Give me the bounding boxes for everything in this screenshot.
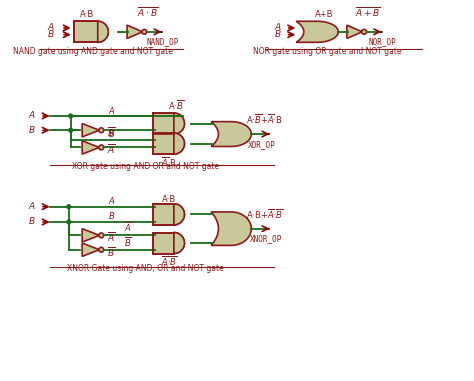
Polygon shape [153, 113, 174, 134]
Text: XOR gate using AND OR and NOT gate: XOR gate using AND OR and NOT gate [72, 162, 219, 171]
Polygon shape [82, 141, 100, 154]
Text: XNOR_OP: XNOR_OP [249, 234, 282, 243]
Text: XOR_OP: XOR_OP [248, 140, 276, 149]
Circle shape [67, 220, 71, 224]
Circle shape [69, 128, 73, 132]
Polygon shape [211, 212, 251, 245]
Text: A·B: A·B [162, 195, 176, 204]
Text: A·B: A·B [80, 10, 94, 19]
Text: NAND_OP: NAND_OP [146, 38, 179, 46]
Circle shape [99, 128, 104, 133]
Text: $\overline{B}$: $\overline{B}$ [107, 125, 115, 139]
Text: B: B [28, 218, 35, 226]
Text: B: B [48, 30, 54, 39]
Polygon shape [82, 243, 100, 256]
Polygon shape [174, 204, 184, 225]
Polygon shape [174, 113, 184, 134]
Text: A·$\overline{B}$+$\overline{A}$·B: A·$\overline{B}$+$\overline{A}$·B [246, 112, 283, 126]
Text: A: A [28, 111, 35, 120]
Text: A+B: A+B [315, 10, 333, 19]
Circle shape [67, 205, 71, 209]
Polygon shape [73, 21, 98, 42]
Text: $\overline{A}$: $\overline{A}$ [107, 231, 116, 244]
Polygon shape [347, 25, 362, 38]
Text: $\overline{A}$: $\overline{A}$ [124, 221, 132, 234]
Polygon shape [296, 21, 338, 42]
Text: A: A [274, 24, 281, 32]
Text: $\overline{A}$·B: $\overline{A}$·B [161, 155, 177, 169]
Text: NAND gate using AND gate and NOT gate: NAND gate using AND gate and NOT gate [13, 47, 173, 56]
Text: $\overline{B}$: $\overline{B}$ [107, 245, 115, 259]
Circle shape [99, 233, 104, 238]
Circle shape [362, 29, 366, 34]
Circle shape [69, 114, 73, 118]
Text: $\overline{A+B}$: $\overline{A+B}$ [355, 5, 381, 19]
Polygon shape [211, 122, 251, 146]
Text: A: A [28, 202, 35, 211]
Text: NOR_OP: NOR_OP [368, 38, 396, 46]
Text: B: B [274, 30, 281, 39]
Text: B: B [28, 126, 35, 135]
Text: XNOR Gate using AND, OR and NOT gate: XNOR Gate using AND, OR and NOT gate [67, 264, 224, 273]
Text: B: B [109, 130, 115, 139]
Text: A·$\overline{B}$: A·$\overline{B}$ [168, 98, 184, 112]
Polygon shape [82, 123, 100, 137]
Polygon shape [153, 204, 174, 225]
Text: A·B+$\overline{A}$·$\overline{B}$: A·B+$\overline{A}$·$\overline{B}$ [246, 207, 283, 221]
Circle shape [142, 29, 146, 34]
Text: B: B [109, 212, 115, 221]
Circle shape [99, 145, 104, 150]
Polygon shape [153, 133, 174, 154]
Text: A: A [109, 197, 115, 206]
Text: $\overline{A \cdot B}$: $\overline{A \cdot B}$ [137, 5, 158, 19]
Polygon shape [174, 133, 184, 154]
Polygon shape [127, 25, 142, 38]
Polygon shape [82, 229, 100, 242]
Text: $\overline{A}$: $\overline{A}$ [107, 142, 116, 156]
Text: A: A [109, 107, 115, 116]
Text: $\overline{B}$: $\overline{B}$ [124, 235, 132, 249]
Circle shape [99, 247, 104, 252]
Text: $\overline{A}$·$\overline{B}$: $\overline{A}$·$\overline{B}$ [161, 255, 177, 269]
Polygon shape [153, 232, 174, 253]
Polygon shape [98, 21, 108, 42]
Text: A: A [48, 24, 54, 32]
Polygon shape [174, 232, 184, 253]
Text: NOR gate using OR gate and NOT gate: NOR gate using OR gate and NOT gate [253, 47, 401, 56]
